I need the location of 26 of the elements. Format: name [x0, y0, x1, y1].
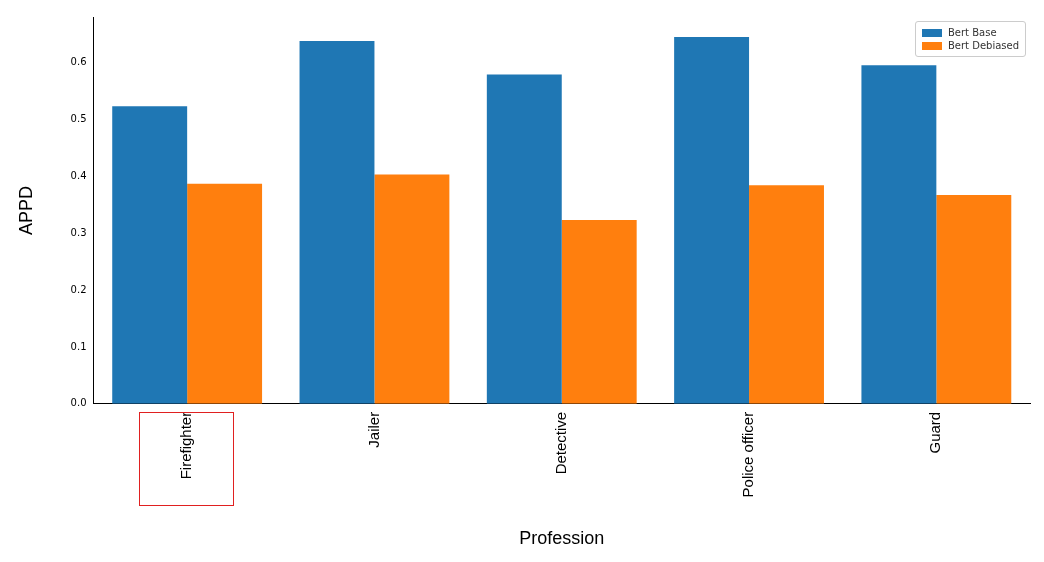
bar — [486, 74, 562, 404]
bar — [936, 195, 1012, 404]
y-tick-label: 0.2 — [70, 283, 87, 295]
legend-label: Bert Base — [947, 27, 997, 38]
y-tick-label: 0.3 — [70, 226, 87, 238]
x-tick-label: Detective — [551, 411, 569, 475]
legend-label: Bert Debiased — [947, 40, 1019, 51]
x-tick-label: Guard — [926, 411, 944, 454]
y-tick-label: 0.6 — [70, 56, 87, 68]
x-tick-label: Jailer — [364, 411, 382, 448]
bar — [299, 40, 375, 404]
y-axis-title: APPD — [15, 185, 36, 235]
y-tick-label: 0.4 — [70, 169, 87, 181]
y-tick-label: 0.5 — [70, 112, 87, 124]
y-tick-label: 0.1 — [70, 340, 87, 352]
y-tick-label: 0.0 — [70, 397, 87, 409]
x-tick-label: Police officer — [739, 411, 757, 498]
bar — [861, 65, 937, 404]
bar — [374, 174, 450, 404]
bar — [749, 185, 824, 404]
bar — [561, 220, 637, 404]
bar — [112, 106, 188, 404]
x-tick-label: Firefighter — [177, 411, 195, 480]
bar — [674, 36, 750, 404]
x-axis-title: Profession — [519, 528, 605, 549]
bar — [187, 183, 263, 404]
